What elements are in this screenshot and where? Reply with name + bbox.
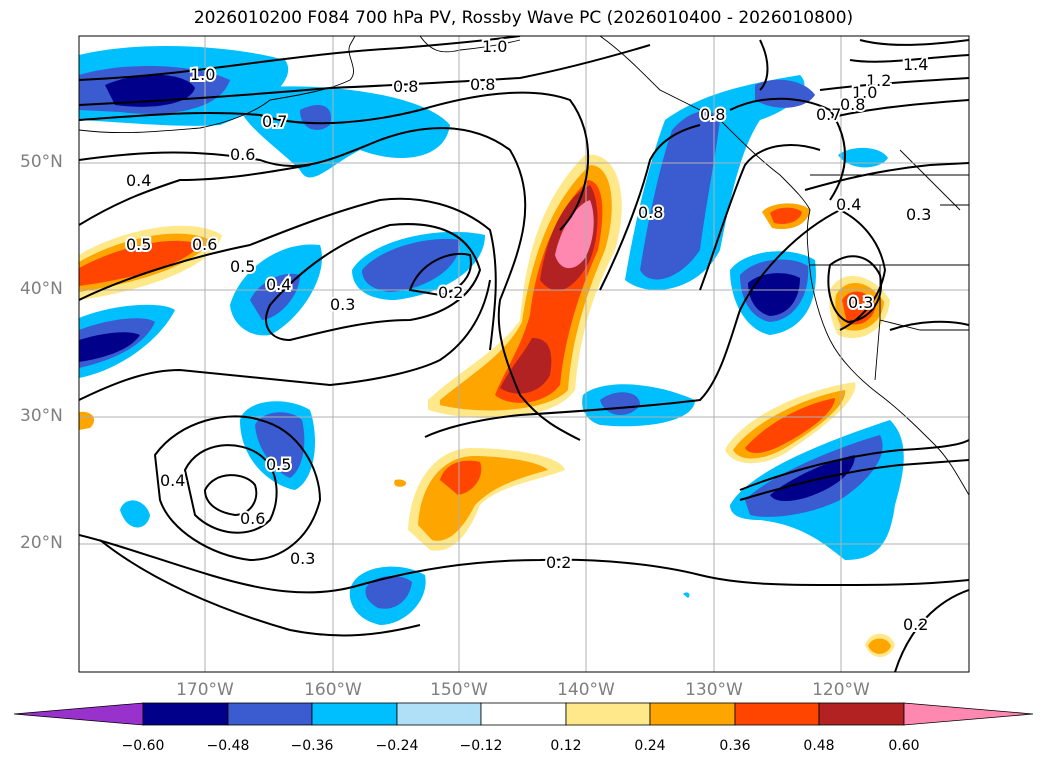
contour-label: 0.3: [330, 295, 355, 314]
colorbar-tick: 0.24: [634, 738, 666, 754]
colorbar-cell: [142, 702, 229, 726]
contour-label: 0.5: [230, 257, 255, 276]
colorbar-cell: [649, 702, 736, 726]
colorbar-tick: −0.36: [290, 738, 334, 754]
positive-anomaly: [394, 479, 407, 487]
negative-anomaly: [362, 238, 461, 292]
contour-label: 0.8: [840, 95, 865, 114]
lon-label: 170°W: [176, 680, 234, 700]
contour-label: 0.4: [160, 471, 185, 490]
lat-label: 50°N: [20, 152, 63, 172]
colorbar-tick: 0.12: [550, 738, 582, 754]
contour-label: 1.2: [866, 71, 891, 90]
colorbar-cell: [818, 702, 905, 726]
negative-anomaly: [79, 332, 140, 362]
colorbar-cell: [734, 702, 820, 726]
lat-label: 40°N: [20, 279, 63, 299]
contour-label: 0.2: [438, 283, 463, 302]
colorbar-extend-high: [903, 702, 1034, 726]
negative-anomaly: [770, 455, 855, 502]
contour-label: 0.3: [290, 549, 315, 568]
contour-label: 0.6: [240, 509, 265, 528]
negative-anomaly: [683, 592, 690, 598]
colorbar-cell: [480, 702, 567, 726]
contour-label: 0.2: [903, 615, 928, 634]
contour-label: 0.8: [470, 75, 495, 94]
colorbar-tick: −0.60: [121, 738, 165, 754]
map-frame: [78, 35, 970, 673]
lon-label: 130°W: [685, 680, 743, 700]
contour-label: 0.8: [638, 203, 663, 222]
negative-anomaly: [748, 273, 800, 316]
colorbar-tick: −0.24: [375, 738, 419, 754]
lon-label: 150°W: [430, 680, 488, 700]
map-title: 2026010200 F084 700 hPa PV, Rossby Wave …: [193, 8, 854, 28]
contour-label: 0.5: [126, 235, 151, 254]
positive-anomaly: [440, 460, 482, 495]
contour-label: 0.6: [230, 145, 255, 164]
negative-anomaly: [365, 576, 412, 609]
negative-anomaly: [640, 111, 720, 280]
contour-label: 0.7: [816, 105, 841, 124]
contour-label: 1.0: [190, 65, 215, 84]
colorbar-cell: [227, 702, 313, 726]
contour-label: 1.4: [903, 55, 928, 74]
contour-label: 1.0: [482, 37, 507, 56]
positive-anomaly: [868, 638, 891, 654]
lon-label: 120°W: [812, 680, 870, 700]
colorbar-tick: −0.48: [206, 738, 250, 754]
colorbar-cell: [311, 702, 398, 726]
lon-label: 160°W: [304, 680, 362, 700]
contour-label: 0.6: [192, 235, 217, 254]
contour-label: 0.5: [266, 455, 291, 474]
colorbar-tick: 0.48: [803, 738, 835, 754]
colorbar-cell: [565, 702, 651, 726]
positive-anomaly: [555, 200, 594, 269]
colorbar: [13, 702, 1034, 726]
negative-anomaly: [240, 86, 450, 178]
positive-anomaly: [79, 411, 95, 430]
negative-anomaly: [838, 147, 888, 168]
colorbar-tick: 0.60: [888, 738, 920, 754]
negative-anomaly: [255, 412, 305, 478]
contour-label: 0.7: [262, 112, 287, 131]
colorbar-cell: [396, 702, 482, 726]
contour-label: 0.8: [393, 77, 418, 96]
contour-label: 0.4: [836, 195, 861, 214]
colorbar-extend-low: [13, 702, 144, 726]
contour-label: 0.4: [126, 171, 151, 190]
pv-contours: [79, 36, 969, 672]
positive-anomaly: [842, 291, 876, 325]
contour-label: 0.4: [266, 275, 291, 294]
contour-label: 0.2: [546, 553, 571, 572]
contour-label: 0.8: [700, 105, 725, 124]
positive-anomaly: [745, 398, 835, 454]
lon-label: 140°W: [557, 680, 615, 700]
lat-label: 30°N: [20, 406, 63, 426]
contour-labels: 1.0 1.0 0.8 0.8 0.7 0.6 0.4 0.5 0.6 0.5 …: [124, 36, 933, 636]
positive-anomaly: [79, 240, 200, 286]
positive-anomaly: [770, 207, 802, 224]
lat-label: 20°N: [20, 533, 63, 553]
contour-label: 0.3: [848, 293, 873, 312]
contour-label: 1.0: [852, 83, 877, 102]
colorbar-tick: 0.36: [719, 738, 751, 754]
contour-label: 0.3: [906, 205, 931, 224]
colorbar-tick: −0.12: [459, 738, 503, 754]
negative-anomaly: [120, 500, 150, 528]
